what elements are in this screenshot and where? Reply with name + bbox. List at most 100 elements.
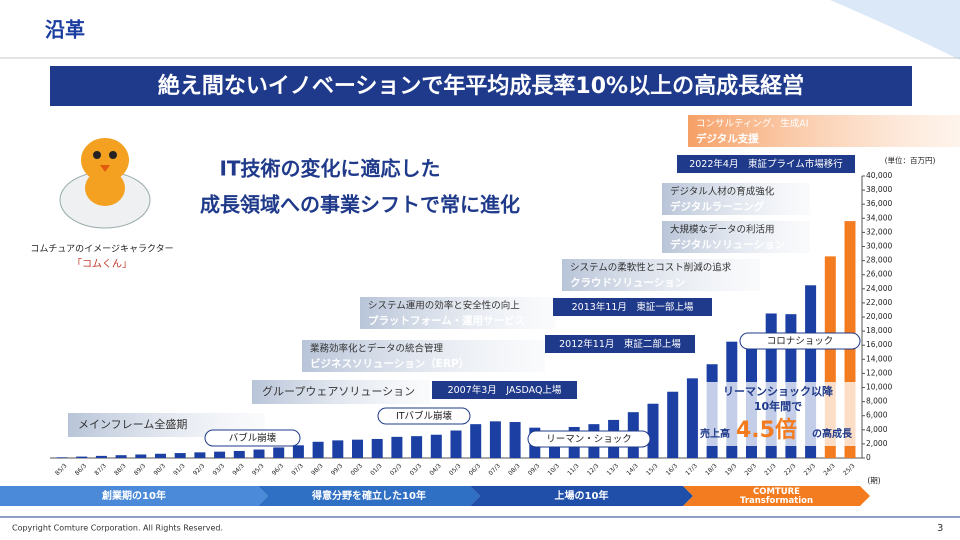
era-box bbox=[662, 183, 810, 215]
y-tick-label: 30,000 bbox=[866, 242, 892, 251]
bar bbox=[56, 457, 68, 458]
era-sub: コンサルティング、生成AI bbox=[696, 118, 809, 130]
bar bbox=[233, 450, 245, 458]
banner-text: 絶え間ないイノベーションで年平均成長率10%以上の高成長経営 bbox=[158, 73, 804, 99]
phase-text: 創業期の10年 bbox=[101, 489, 166, 502]
y-tick-label: 26,000 bbox=[866, 270, 892, 279]
corner-deco bbox=[830, 0, 960, 60]
event-label bbox=[204, 429, 301, 447]
callout-line: 10年間で bbox=[754, 399, 802, 413]
bar bbox=[292, 445, 304, 458]
y-tick-label: 38,000 bbox=[866, 185, 892, 194]
event-label bbox=[739, 332, 861, 350]
phase-arrow bbox=[0, 486, 268, 506]
phase-arrow bbox=[258, 486, 480, 506]
event-text: ITバブル崩壊 bbox=[396, 410, 453, 422]
milestone-box bbox=[553, 298, 712, 316]
y-tick-label: 28,000 bbox=[866, 256, 892, 265]
era-sub: システムの柔軟性とコスト削減の追求 bbox=[570, 262, 732, 274]
y-tick-label: 22,000 bbox=[866, 298, 892, 307]
era-main: メインフレーム全盛期 bbox=[78, 417, 187, 431]
milestone-box bbox=[432, 381, 577, 399]
callout-suffix: の高成長 bbox=[812, 427, 853, 440]
y-tick-label: 2,000 bbox=[866, 439, 888, 448]
bar bbox=[450, 430, 462, 458]
era-sub: 業務効率化とデータの統合管理 bbox=[310, 343, 444, 355]
y-tick-label: 36,000 bbox=[866, 199, 892, 208]
bar bbox=[430, 434, 442, 458]
mascot-caption: コムチュアのイメージキャラクター bbox=[30, 244, 173, 255]
bar bbox=[371, 438, 383, 458]
era-main: デジタル支援 bbox=[696, 132, 759, 145]
phase-arrow bbox=[683, 486, 870, 506]
y-tick-label: 0 bbox=[866, 453, 871, 462]
bar bbox=[115, 455, 127, 458]
bar bbox=[155, 453, 166, 458]
y-tick-label: 24,000 bbox=[866, 284, 892, 293]
bar bbox=[391, 436, 403, 458]
milestone-text: 2007年3月 JASDAQ上場 bbox=[448, 384, 562, 396]
era-main: グループウェアソリューション bbox=[262, 384, 415, 398]
bar bbox=[509, 422, 521, 458]
bar bbox=[194, 452, 206, 458]
bar bbox=[312, 441, 324, 458]
era-box bbox=[562, 259, 760, 291]
bar bbox=[667, 391, 679, 458]
bar bbox=[411, 436, 423, 458]
era-sub: デジタル人材の育成強化 bbox=[670, 186, 775, 198]
y-tick-label: 4,000 bbox=[866, 425, 888, 434]
bar bbox=[76, 456, 88, 458]
page-number: 3 bbox=[937, 523, 943, 534]
callout-prefix: 売上高 bbox=[700, 427, 730, 440]
era-box bbox=[252, 380, 430, 404]
bar bbox=[647, 403, 659, 458]
bar bbox=[352, 439, 363, 458]
bar bbox=[174, 453, 186, 458]
callout-box bbox=[700, 382, 856, 446]
event-text: コロナショック bbox=[767, 336, 834, 347]
bar bbox=[214, 451, 226, 458]
bar bbox=[253, 449, 265, 458]
milestone-text: 2012年11月 東証二部上場 bbox=[559, 338, 681, 350]
y-tick-label: 12,000 bbox=[866, 368, 892, 377]
y-tick-label: 18,000 bbox=[866, 326, 892, 335]
phase-arrow bbox=[470, 486, 693, 506]
event-text: リーマン・ショック bbox=[546, 434, 632, 445]
era-sub: システム運用の効率と安全性の向上 bbox=[368, 300, 520, 312]
era-box bbox=[662, 221, 810, 253]
bar bbox=[805, 285, 817, 458]
milestone-box bbox=[677, 155, 855, 173]
bar bbox=[135, 454, 147, 458]
callout-line: リーマンショック以降 bbox=[723, 384, 834, 398]
bar bbox=[273, 447, 285, 458]
era-box bbox=[302, 340, 545, 372]
bar bbox=[95, 455, 107, 458]
phase-text: 上場の10年 bbox=[555, 489, 609, 502]
y-tick-label: 34,000 bbox=[866, 213, 892, 222]
era-main: クラウドソリューション bbox=[570, 277, 685, 289]
milestone-text: 2013年11月 東証一部上場 bbox=[572, 301, 694, 313]
phase-text: 得意分野を確立した10年 bbox=[311, 489, 426, 502]
era-main: デジタルラーニング bbox=[670, 200, 765, 213]
headline: IT技術の変化に適応した bbox=[219, 157, 440, 181]
y-tick-label: 8,000 bbox=[866, 397, 888, 406]
phase-text: COMTURE bbox=[753, 487, 800, 497]
mascot-name: 「コムくん」 bbox=[72, 258, 132, 270]
unit-label: (単位：百万円) bbox=[885, 155, 936, 165]
y-tick-label: 14,000 bbox=[866, 354, 892, 363]
y-tick-label: 16,000 bbox=[866, 340, 892, 349]
era-main: デジタルソリューション bbox=[670, 238, 785, 251]
bar bbox=[489, 421, 501, 458]
bar bbox=[470, 424, 482, 458]
event-text: バブル崩壊 bbox=[229, 432, 277, 444]
bar bbox=[824, 256, 836, 458]
y-tick-label: 40,000 bbox=[866, 171, 892, 180]
x-unit-label: (期) bbox=[867, 476, 880, 485]
headline: 成長領域への事業シフトで常に進化 bbox=[200, 193, 520, 217]
mascot bbox=[59, 138, 151, 229]
y-tick-label: 20,000 bbox=[866, 312, 892, 321]
y-tick-label: 32,000 bbox=[866, 227, 892, 236]
bar bbox=[332, 440, 344, 458]
y-tick-label: 6,000 bbox=[866, 411, 888, 420]
